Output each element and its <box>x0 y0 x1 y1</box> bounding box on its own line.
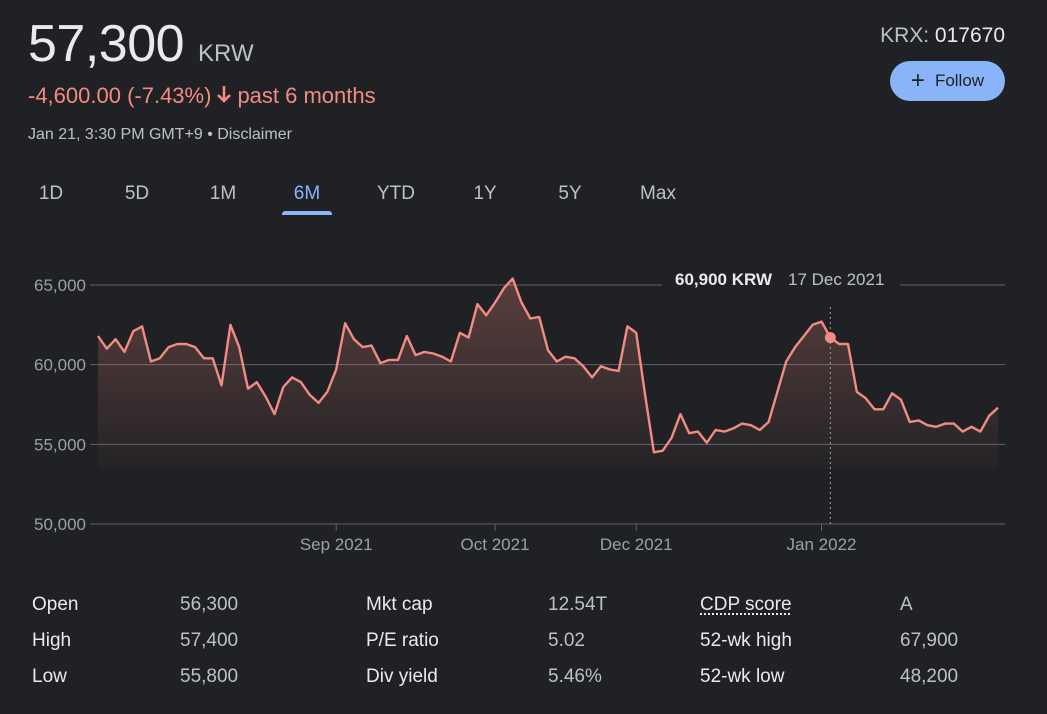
stat-label-low: Low <box>32 666 67 687</box>
price-row: 57,300 KRW <box>28 14 254 74</box>
stat-value-low: 55,800 <box>180 666 239 687</box>
price-change: -4,600.00 (-7.43%) <box>28 83 212 108</box>
price-chart[interactable]: 65,000 60,000 55,000 50,000 Sep 2021 Oct 2021… <box>0 245 1047 570</box>
x-tick-label: Dec 2021 <box>600 535 673 554</box>
x-tick-label: Oct 2021 <box>461 535 530 554</box>
stat-value-52wk-high: 67,900 <box>900 630 959 651</box>
ticker-code: 017670 <box>934 24 1005 47</box>
hover-point <box>824 332 836 344</box>
tab-6m[interactable]: 6M <box>282 175 332 215</box>
stat-value-high: 57,400 <box>180 630 239 651</box>
arrow-down-icon <box>217 83 232 109</box>
stat-value-mkt-cap: 12.54T <box>548 594 608 615</box>
change-period: past 6 months <box>237 83 376 108</box>
tab-1m[interactable]: 1M <box>209 183 237 204</box>
active-tab-indicator <box>282 211 332 215</box>
plus-icon: + <box>910 67 925 94</box>
stat-value-open: 56,300 <box>180 594 239 615</box>
y-tick-label: 60,000 <box>34 356 86 375</box>
x-tick-label: Jan 2022 <box>787 535 857 554</box>
tooltip-box <box>662 259 900 299</box>
follow-button[interactable]: + Follow <box>890 61 1005 101</box>
stat-label-high: High <box>32 630 72 651</box>
stat-label-52wk-low: 52-wk low <box>700 666 785 687</box>
stat-label-open: Open <box>32 594 79 615</box>
stat-value-cdp-score: A <box>900 594 913 615</box>
stat-value-pe-ratio: 5.02 <box>548 630 585 651</box>
x-tick-label: Sep 2021 <box>300 535 373 554</box>
tab-5d[interactable]: 5D <box>124 183 150 204</box>
exchange-label: KRX: <box>880 24 930 47</box>
tab-1y[interactable]: 1Y <box>473 183 497 204</box>
follow-label: Follow <box>934 71 985 90</box>
tab-ytd[interactable]: YTD <box>377 183 415 204</box>
tab-max[interactable]: Max <box>640 183 676 204</box>
tab-1d[interactable]: 1D <box>38 183 64 204</box>
current-price: 57,300 <box>28 15 185 73</box>
currency-label: KRW <box>198 40 254 67</box>
stat-label-52wk-high: 52-wk high <box>700 630 792 651</box>
time-range-tabs: 1D 5D 1M 6M YTD 1Y 5Y Max <box>0 175 720 215</box>
stat-label-pe-ratio: P/E ratio <box>366 630 439 651</box>
price-area <box>98 278 998 469</box>
y-tick-label: 50,000 <box>34 515 86 534</box>
tooltip-price: 60,900 KRW <box>675 270 773 289</box>
tab-5y[interactable]: 5Y <box>558 183 582 204</box>
quote-timestamp[interactable]: Jan 21, 3:30 PM GMT+9 • Disclaimer <box>28 126 292 143</box>
price-line <box>97 277 999 454</box>
tooltip-date: 17 Dec 2021 <box>788 270 884 289</box>
y-tick-label: 65,000 <box>34 276 86 295</box>
stat-value-div-yield: 5.46% <box>548 666 602 687</box>
cdp-score-link[interactable]: CDP score <box>700 594 792 615</box>
stat-value-52wk-low: 48,200 <box>900 666 959 687</box>
price-change-row: -4,600.00 (-7.43%) past 6 months <box>28 83 376 109</box>
y-tick-label: 55,000 <box>34 435 86 454</box>
ticker-symbol: KRX: 017670 <box>880 24 1005 48</box>
stat-label-div-yield: Div yield <box>366 666 438 687</box>
stat-label-mkt-cap: Mkt cap <box>366 594 433 615</box>
